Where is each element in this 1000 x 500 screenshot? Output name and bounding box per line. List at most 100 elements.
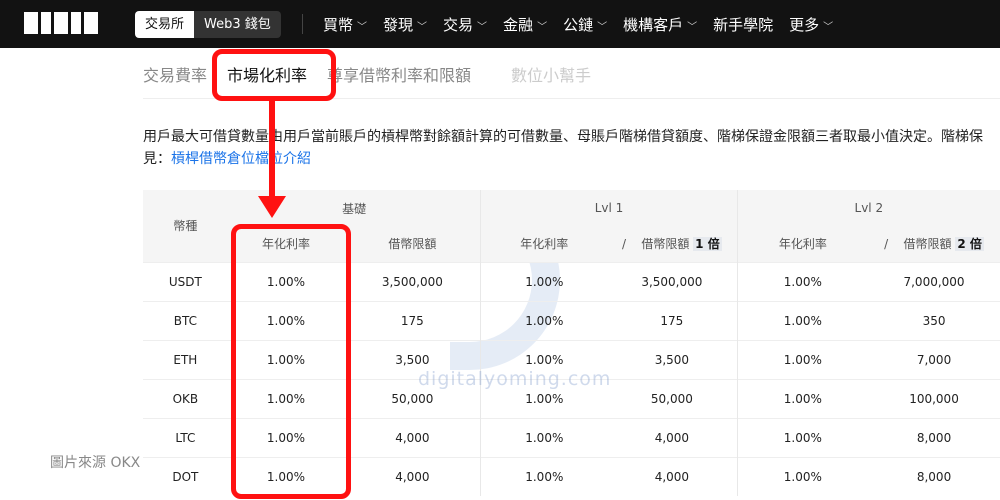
nav-divider: [302, 14, 303, 34]
table-cell: USDT: [143, 261, 228, 301]
menu-item[interactable]: 公鏈 ﹀: [563, 14, 607, 35]
table-cell: 1.00%: [227, 339, 345, 379]
highlight-box-column: [231, 224, 351, 499]
table-cell: 1.00%: [480, 417, 608, 457]
menu-item[interactable]: 發現 ﹀: [383, 14, 427, 35]
arrow-shaft: [269, 100, 275, 200]
table-cell: 7,000: [868, 339, 1000, 379]
main-menu: 買幣 ﹀ 發現 ﹀ 交易 ﹀ 金融 ﹀ 公鏈 ﹀ 機構客戶 ﹀ 新手學院 更多 ﹀: [323, 0, 833, 48]
tabs-divider: [143, 98, 1000, 99]
chevron-down-icon: ﹀: [477, 21, 488, 33]
lvl2-rate-header: 年化利率: [736, 226, 869, 262]
menu-item[interactable]: 交易 ﹀: [443, 14, 487, 35]
table-cell: 1.00%: [736, 417, 869, 457]
table-cell: 50,000: [344, 378, 481, 418]
chevron-down-icon: ﹀: [537, 21, 548, 33]
table-cell: 4,000: [344, 417, 481, 457]
table-cell: 350: [868, 300, 1000, 340]
menu-item[interactable]: 金融 ﹀: [503, 14, 547, 35]
table-cell: 3,500,000: [344, 261, 481, 301]
table-row: LTC 1.00% 4,000 1.00% 4,000 1.00% 8,000: [143, 417, 1000, 457]
table-cell: LTC: [143, 417, 228, 457]
chevron-down-icon: ﹀: [823, 21, 834, 33]
highlight-box-tab: [212, 49, 336, 101]
lvl1-rate-header: 年化利率: [480, 226, 608, 262]
table-cell: 100,000: [868, 378, 1000, 418]
menu-label: 機構客戶: [623, 15, 684, 34]
table-cell: 8,000: [868, 456, 1000, 496]
menu-label: 新手學院: [713, 15, 774, 34]
image-caption: 圖片來源 OKX: [50, 455, 141, 471]
group-lvl2: Lvl 2: [736, 190, 1000, 226]
table-cell: 1.00%: [736, 378, 869, 418]
menu-label: 公鏈: [563, 15, 594, 34]
table-row: ETH 1.00% 3,500 1.00% 3,500 1.00% 7,000: [143, 339, 1000, 379]
tab-trading-fees[interactable]: 交易費率: [143, 66, 208, 85]
table-cell: DOT: [143, 456, 228, 496]
table-cell: 1.00%: [480, 300, 608, 340]
menu-item[interactable]: 買幣 ﹀: [323, 14, 367, 35]
tab-assistant[interactable]: 數位小幫手: [511, 66, 592, 85]
table-cell: 1.00%: [227, 456, 345, 496]
menu-item[interactable]: 新手學院: [713, 14, 773, 35]
table-cell: 50,000: [607, 378, 738, 418]
table-cell: 3,500: [344, 339, 481, 379]
table-cell: 3,500,000: [607, 261, 738, 301]
table-cell: 4,000: [344, 456, 481, 496]
product-switch: 交易所 Web3 錢包: [135, 11, 281, 38]
table-cell: 1.00%: [736, 339, 869, 379]
table-cell: 3,500: [607, 339, 738, 379]
table-cell: 4,000: [607, 456, 738, 496]
table-cell: 1.00%: [736, 261, 869, 301]
okx-logo[interactable]: [24, 12, 98, 34]
table-cell: 1.00%: [227, 261, 345, 301]
table-cell: 1.00%: [480, 378, 608, 418]
description-see: 見：: [143, 151, 171, 167]
menu-label: 交易: [443, 15, 474, 34]
rate-table: 幣種 基礎 Lvl 1 Lvl 2 年化利率 借幣限額 年化利率 / 借幣限額 …: [143, 190, 1000, 496]
group-lvl1: Lvl 1: [480, 190, 738, 226]
table-row: OKB 1.00% 50,000 1.00% 50,000 1.00% 100,000: [143, 378, 1000, 418]
top-nav: 交易所 Web3 錢包 買幣 ﹀ 發現 ﹀ 交易 ﹀ 金融 ﹀ 公鏈 ﹀ 機構客戶 ﹀ 新手學院 更多 ﹀: [0, 0, 1000, 48]
table-cell: 175: [607, 300, 738, 340]
chevron-down-icon: ﹀: [417, 21, 428, 33]
tab-vip-borrow[interactable]: 尊享借幣利率和限額: [327, 66, 472, 85]
table-cell: 1.00%: [227, 300, 345, 340]
table-row: USDT 1.00% 3,500,000 1.00% 3,500,000 1.00% 7,0…: [143, 261, 1000, 301]
coin-header: 幣種: [143, 190, 228, 262]
table-cell: 8,000: [868, 417, 1000, 457]
basic-limit-header: 借幣限額: [344, 226, 481, 262]
description: 用戶最大可借貸數量由用戶當前賬戶的槓桿幣對餘額計算的可借數量、母賬戶階梯借貸額度…: [143, 126, 1000, 170]
table-cell: 1.00%: [480, 339, 608, 379]
table-cell: 1.00%: [480, 456, 608, 496]
menu-label: 發現: [383, 15, 414, 34]
table-row: DOT 1.00% 4,000 1.00% 4,000 1.00% 8,000: [143, 456, 1000, 496]
tab-market-rate[interactable]: 市場化利率: [227, 66, 308, 85]
table-cell: ETH: [143, 339, 228, 379]
menu-label: 金融: [503, 15, 534, 34]
description-text: 用戶最大可借貸數量由用戶當前賬戶的槓桿幣對餘額計算的可借數量、母賬戶階梯借貸額度…: [143, 129, 983, 145]
table-cell: 1.00%: [736, 300, 869, 340]
menu-item[interactable]: 機構客戶 ﹀: [623, 14, 697, 35]
table-cell: 1.00%: [480, 261, 608, 301]
table-cell: OKB: [143, 378, 228, 418]
table-cell: 4,000: [607, 417, 738, 457]
table-cell: 1.00%: [227, 378, 345, 418]
basic-rate-header: 年化利率: [227, 226, 345, 262]
table-row: BTC 1.00% 175 1.00% 175 1.00% 350: [143, 300, 1000, 340]
chevron-down-icon: ﹀: [597, 21, 608, 33]
chevron-down-icon: ﹀: [357, 21, 368, 33]
arrow-head: [258, 196, 286, 218]
tier-intro-link[interactable]: 槓桿借幣倉位檔位介紹: [171, 151, 311, 167]
table-cell: 7,000,000: [868, 261, 1000, 301]
watermark-text: digitalyoming.com: [418, 368, 612, 390]
exchange-tab[interactable]: 交易所: [135, 11, 195, 38]
menu-item[interactable]: 更多 ﹀: [789, 14, 833, 35]
table-cell: 1.00%: [227, 417, 345, 457]
web3-wallet-tab[interactable]: Web3 錢包: [194, 11, 281, 38]
table-cell: 175: [344, 300, 481, 340]
lvl2-limit-header: / 借幣限額 2 倍: [868, 226, 1000, 262]
chevron-down-icon: ﹀: [687, 21, 698, 33]
sub-tabs: 交易費率 市場化利率 尊享借幣利率和限額 數位小幫手: [143, 62, 591, 86]
table-cell: BTC: [143, 300, 228, 340]
